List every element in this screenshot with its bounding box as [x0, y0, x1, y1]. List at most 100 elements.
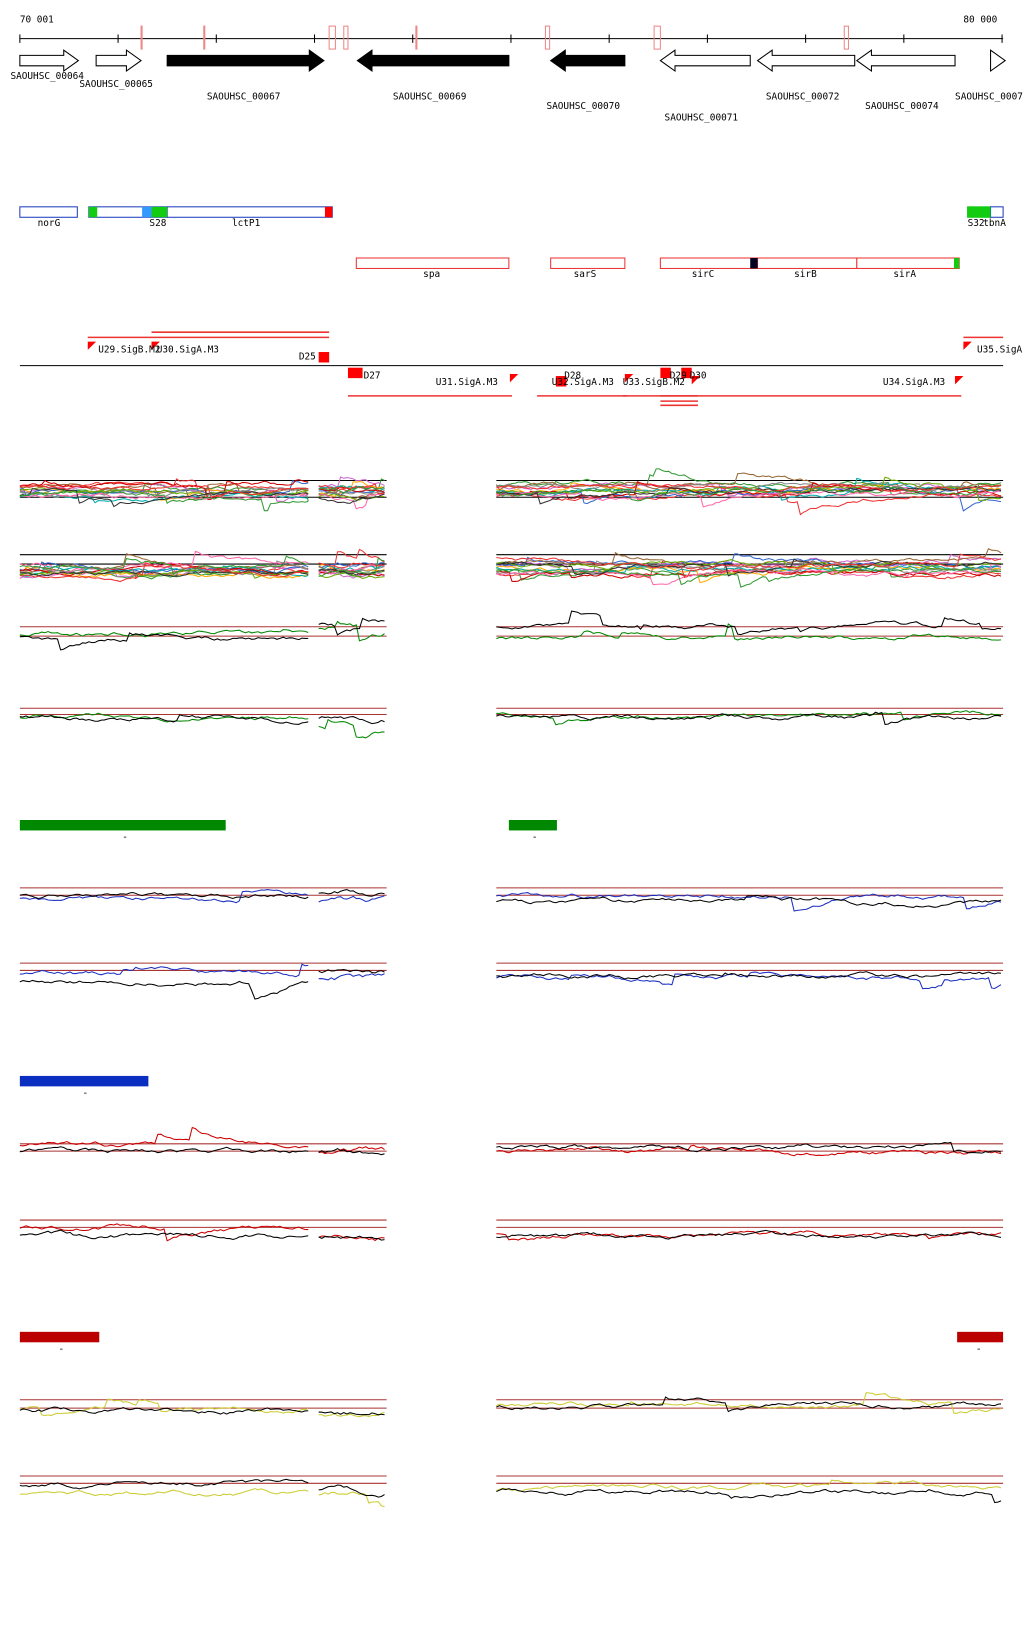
- unit-label: U35.SigA: [977, 344, 1023, 355]
- condition-mark: -: [976, 1344, 982, 1355]
- gene-arrow: [356, 49, 510, 73]
- expression-trace: [496, 623, 1002, 641]
- expression-trace: [318, 1148, 385, 1156]
- expression-trace: [19, 484, 309, 499]
- expression-trace: [318, 1146, 385, 1155]
- feature-fill: [151, 206, 168, 218]
- expression-trace: [496, 710, 1002, 726]
- expression-trace: [496, 553, 1002, 579]
- feature-fill: [324, 206, 333, 218]
- expression-trace: [496, 971, 1002, 990]
- expression-trace: [318, 565, 385, 574]
- gene-label: SAOUHSC_00072: [766, 92, 840, 103]
- expression-trace: [496, 1488, 1002, 1504]
- expression-trace: [19, 963, 309, 978]
- gene-label: SAOUHSC_00071: [665, 113, 739, 124]
- unit-start: [151, 341, 160, 350]
- condition-bar: [508, 820, 557, 831]
- expression-trace: [496, 1230, 1002, 1241]
- condition-bar: [19, 1331, 100, 1343]
- condition-mark: -: [532, 832, 538, 843]
- expression-trace: [19, 482, 309, 500]
- expression-trace: [318, 493, 385, 504]
- expression-trace: [318, 1491, 385, 1508]
- expression-trace: [496, 481, 1002, 499]
- feature-label: lctP1: [232, 218, 261, 229]
- unit-label: U34.SigA.M3: [883, 377, 945, 388]
- feature-fill: [88, 206, 98, 218]
- unit-label: U32.SigA.M3: [552, 377, 614, 388]
- expression-trace: [496, 1396, 1002, 1413]
- operon-box: [757, 257, 858, 269]
- unit-label: U33.SigB.M2: [623, 377, 685, 388]
- expression-trace: [496, 1392, 1002, 1414]
- gene-arrow: [166, 49, 325, 73]
- unit-label: D27: [364, 371, 381, 382]
- expression-trace: [19, 1488, 309, 1497]
- expression-trace: [318, 476, 385, 489]
- expression-trace: [496, 1229, 1002, 1240]
- expression-trace: [318, 486, 385, 494]
- expression-trace: [496, 971, 1002, 980]
- unit-block: [681, 367, 692, 379]
- expression-trace: [19, 491, 309, 504]
- expression-trace: [318, 482, 385, 495]
- expression-trace: [19, 569, 309, 577]
- expression-trace: [19, 1406, 309, 1415]
- expression-trace: [19, 1478, 309, 1490]
- unit-block: [347, 367, 363, 379]
- gene-arrow: [756, 49, 856, 73]
- expression-trace: [19, 1229, 309, 1241]
- operon-label: sirB: [794, 269, 817, 280]
- operon-label: sirA: [893, 269, 916, 280]
- expression-trace: [496, 892, 1002, 912]
- expression-trace: [496, 894, 1002, 908]
- operon-label: sarS: [574, 269, 597, 280]
- expression-trace: [496, 567, 1002, 588]
- gene-label: SAOUHSC_00065: [79, 79, 153, 90]
- feature-label: norG: [38, 218, 61, 229]
- expression-trace: [318, 565, 385, 572]
- scale-marker: [544, 25, 551, 50]
- gene-arrow: [549, 49, 626, 73]
- unit-label: D25: [299, 352, 316, 363]
- expression-trace: [19, 891, 309, 900]
- gene-arrow: [19, 49, 80, 73]
- expression-trace: [318, 564, 385, 575]
- unit-label: D28: [564, 371, 581, 382]
- scale-end: 80 000: [963, 14, 997, 25]
- expression-trace: [318, 557, 385, 577]
- expression-trace: [318, 716, 385, 725]
- expression-trace: [318, 1411, 385, 1418]
- expression-trace: [318, 1484, 385, 1498]
- expression-trace: [19, 555, 309, 575]
- expression-trace: [496, 490, 1002, 508]
- expression-trace: [318, 572, 385, 580]
- feature-label: S32: [968, 218, 985, 229]
- gene-label: SAOUHSC_00070: [546, 101, 620, 112]
- scale-marker: [415, 25, 418, 50]
- scale-marker: [343, 25, 349, 50]
- unit-label: D29: [670, 371, 687, 382]
- feature-box: [19, 206, 78, 218]
- expression-trace: [496, 559, 1002, 575]
- expression-trace: [19, 565, 309, 578]
- feature-box: [990, 206, 1004, 218]
- unit-start: [691, 376, 701, 385]
- expression-trace: [19, 1223, 309, 1242]
- scale-marker: [328, 25, 336, 50]
- operon-box: [550, 257, 626, 269]
- expression-trace: [19, 1398, 309, 1417]
- expression-trace: [19, 714, 309, 725]
- unit-label: U29.SigB.M2: [98, 344, 160, 355]
- expression-trace: [318, 718, 385, 739]
- expression-trace: [496, 610, 1002, 636]
- expression-trace: [318, 568, 385, 576]
- expression-trace: [19, 979, 309, 1000]
- expression-trace: [19, 1126, 309, 1149]
- gene-label: SAOUHSC_00064: [10, 71, 84, 82]
- unit-label: U31.SigA.M3: [436, 377, 498, 388]
- feature-label: tbnA: [983, 218, 1006, 229]
- expression-trace: [19, 562, 309, 583]
